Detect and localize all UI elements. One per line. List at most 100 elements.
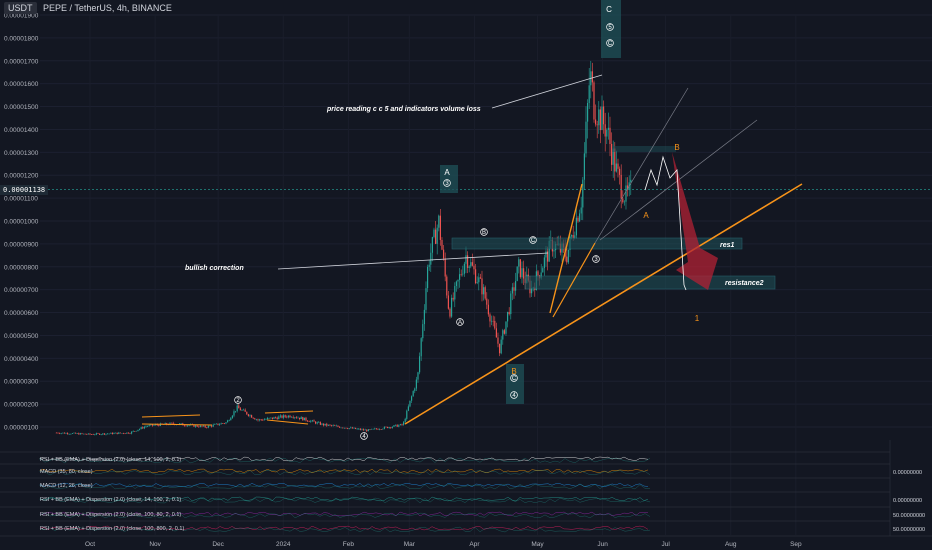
candle-body <box>84 433 86 435</box>
wave-label: 4 <box>362 434 366 440</box>
candle-body <box>385 426 387 428</box>
candle-body <box>332 425 334 427</box>
candle-body <box>582 179 584 208</box>
candle-body <box>255 419 257 420</box>
wave-label: B <box>674 143 679 152</box>
indicator-line <box>39 469 651 476</box>
y-tick-label: 0.00000600 <box>4 310 39 317</box>
candle-body <box>212 424 214 427</box>
candle-body <box>481 278 483 295</box>
candle-body <box>546 251 549 262</box>
candle-body <box>217 423 219 425</box>
indicator-line <box>39 456 649 462</box>
candle-body <box>601 106 603 131</box>
candle-body <box>100 434 102 435</box>
candle-body <box>362 429 365 431</box>
candle-body <box>497 337 499 344</box>
candle-body <box>249 415 251 416</box>
candle-body <box>612 148 614 165</box>
candle-body <box>498 343 501 354</box>
candle-body <box>473 265 475 270</box>
candle-body <box>495 328 497 338</box>
candle-body <box>350 427 352 429</box>
candle-body <box>324 423 326 426</box>
range-line <box>264 410 314 414</box>
candle-body <box>478 277 480 283</box>
candle-body <box>378 429 381 430</box>
candle-body <box>306 420 309 422</box>
candle-body <box>250 415 253 418</box>
wave-circle <box>510 391 518 399</box>
candle-body <box>294 417 296 418</box>
candle-body <box>372 428 374 430</box>
candle-body <box>617 163 619 169</box>
candle-body <box>542 268 544 273</box>
candle-body <box>114 432 117 434</box>
indicator-value: 50.00000000 <box>893 527 925 533</box>
wave-circle <box>480 228 488 236</box>
candle-body <box>289 415 291 418</box>
candle-body <box>353 427 355 429</box>
candle-body <box>298 417 301 420</box>
candle-body <box>506 311 509 322</box>
candle-body <box>423 309 425 325</box>
candle-body <box>610 143 613 165</box>
candle-body <box>244 409 246 412</box>
candle-body <box>460 274 462 275</box>
candle-body <box>126 432 128 434</box>
y-tick-label: 0.00001400 <box>4 127 39 134</box>
wave-label: C <box>512 376 517 382</box>
candle-body <box>196 425 198 427</box>
candle-body <box>340 427 342 429</box>
candle-body <box>412 391 414 397</box>
candle-body <box>484 287 486 299</box>
candle-body <box>262 419 264 421</box>
candle-body <box>422 324 424 339</box>
candle-body <box>425 288 427 310</box>
candle-body <box>55 432 57 434</box>
candle-body <box>321 423 323 425</box>
candle-body <box>588 85 590 104</box>
candle-body <box>226 420 229 423</box>
candle-body <box>292 416 294 418</box>
candle-body <box>430 252 432 265</box>
y-tick-label: 0.00000200 <box>4 402 39 409</box>
y-tick-label: 0.00000500 <box>4 333 39 340</box>
candle-body <box>338 426 341 428</box>
candle-body <box>94 434 96 436</box>
candle-body <box>433 229 435 238</box>
candle-body <box>402 422 405 425</box>
candle-body <box>356 428 358 430</box>
candle-body <box>399 424 401 426</box>
candle-body <box>81 433 83 434</box>
candle-body <box>92 434 94 435</box>
candle-body <box>76 433 78 434</box>
candle-body <box>471 262 473 266</box>
candle-body <box>426 266 429 289</box>
candle-body <box>151 424 153 426</box>
wave-label: 3 <box>445 181 449 187</box>
candle-body <box>230 418 232 421</box>
candle-body <box>359 428 361 430</box>
candle-body <box>489 314 491 322</box>
candle-body <box>79 433 81 435</box>
indicator-value: 50.00000000 <box>893 513 925 519</box>
candle-body <box>169 422 171 425</box>
y-tick-label: 0.00001500 <box>4 104 39 111</box>
candle-body <box>444 258 446 277</box>
candle-body <box>119 432 121 434</box>
candle-body <box>428 264 430 267</box>
candle-body <box>278 416 280 420</box>
candle-body <box>274 417 277 418</box>
candle-body <box>337 425 339 427</box>
candle-body <box>215 423 217 425</box>
candle-body <box>388 427 390 429</box>
candle-body <box>578 213 581 222</box>
candle-body <box>308 421 310 422</box>
candle-body <box>106 433 109 435</box>
candle-body <box>329 424 331 426</box>
candle-body <box>502 330 504 340</box>
wave-label: 4 <box>512 393 516 399</box>
candle-body <box>236 405 238 411</box>
